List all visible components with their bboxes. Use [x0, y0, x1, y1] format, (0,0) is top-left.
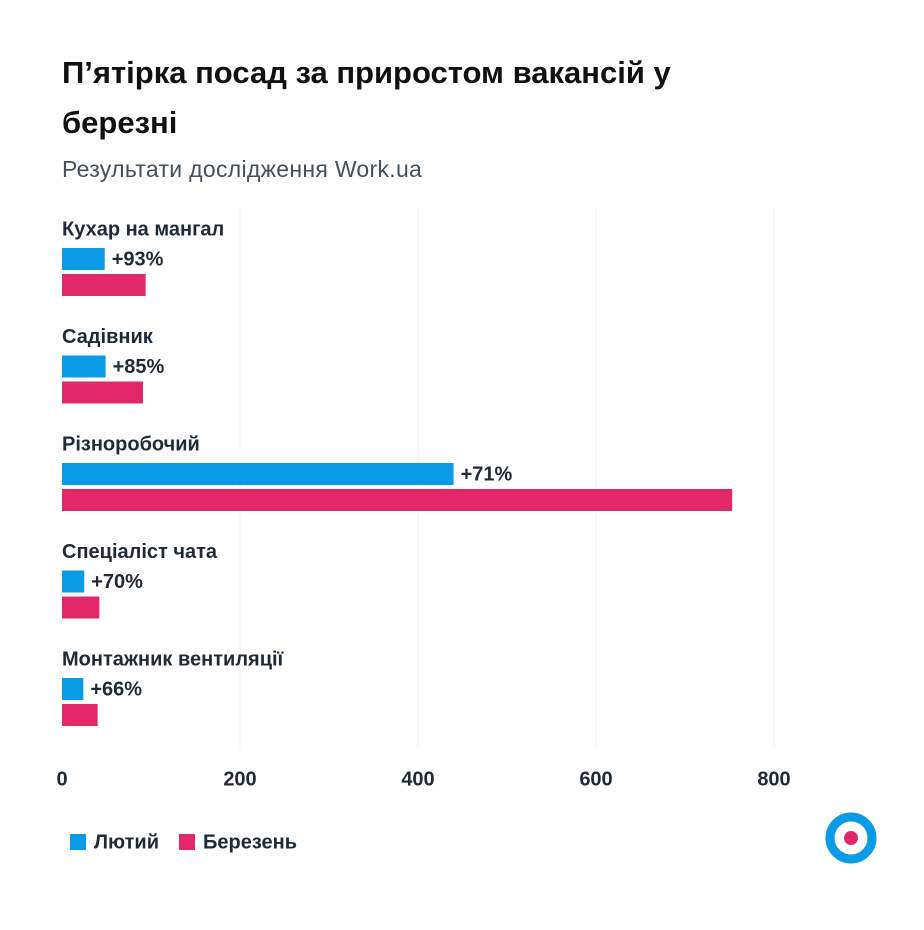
bar: [62, 596, 100, 619]
logo-dot: [844, 831, 858, 845]
chart-title: П’ятірка посад за приростом вакансій у б…: [62, 55, 671, 140]
x-tick-label: 200: [223, 768, 256, 790]
logo: [825, 812, 877, 864]
chart-subtitle: Результати дослідження Work.ua: [62, 156, 423, 182]
growth-label: +66%: [90, 678, 142, 700]
category-label: Спеціаліст чата: [62, 541, 218, 563]
x-tick-label: 400: [401, 768, 434, 790]
category-label: Садівник: [62, 326, 154, 348]
growth-label: +71%: [461, 463, 513, 485]
logo-ring: [825, 812, 877, 864]
bar: [62, 463, 454, 485]
bar: [62, 570, 85, 593]
legend-label: Березень: [203, 831, 297, 853]
bar: [62, 248, 105, 270]
bar: [62, 489, 733, 511]
bar: [62, 274, 146, 296]
x-tick-label: 0: [56, 768, 67, 790]
bar: [62, 678, 84, 700]
category-label: Кухар на мангал: [62, 218, 224, 240]
x-tick-label: 600: [579, 768, 612, 790]
category-label: Різноробочий: [62, 433, 200, 455]
x-tick-label: 800: [757, 768, 790, 790]
category-label: Монтажник вентиляції: [62, 648, 284, 670]
growth-label: +93%: [112, 248, 164, 270]
bar: [62, 381, 143, 404]
bar: [62, 355, 106, 378]
growth-label: +70%: [91, 571, 143, 593]
bar: [62, 704, 98, 726]
legend-label: Лютий: [94, 831, 159, 853]
legend-swatch: [179, 834, 195, 850]
growth-label: +85%: [113, 356, 165, 378]
legend-swatch: [70, 834, 86, 850]
